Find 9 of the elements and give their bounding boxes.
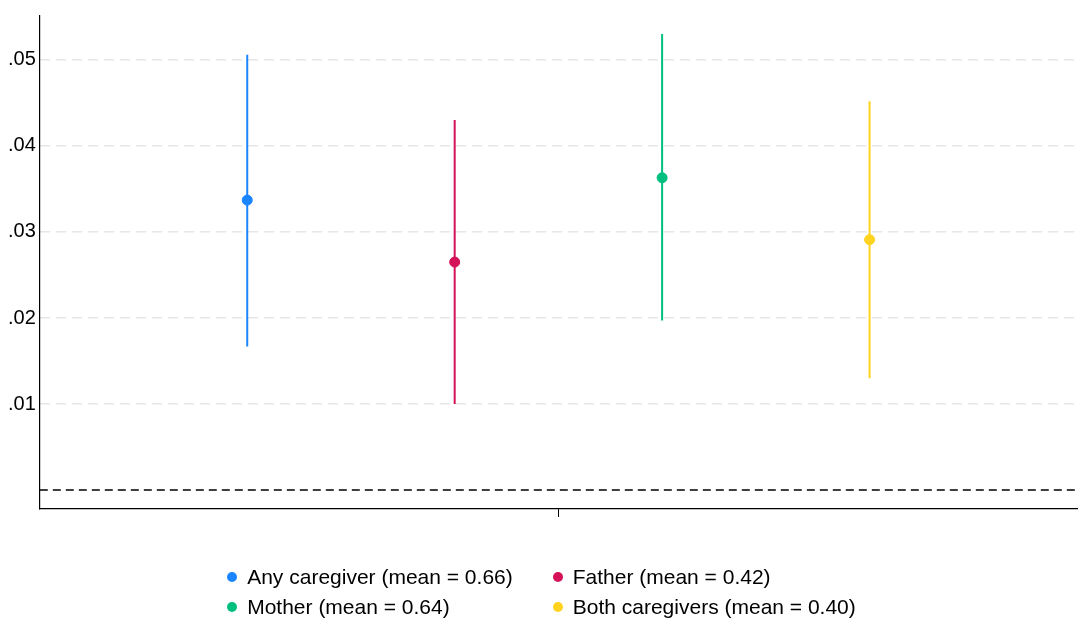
y-tick-label: .05 — [7, 47, 36, 70]
y-tick-label: .03 — [7, 219, 36, 242]
legend-label: Mother (mean = 0.64) — [247, 595, 450, 619]
legend-label: Any caregiver (mean = 0.66) — [247, 565, 513, 589]
legend-label: Father (mean = 0.42) — [572, 565, 771, 589]
y-tick-label: .02 — [7, 305, 36, 328]
legend-label: Both caregivers (mean = 0.40) — [572, 595, 856, 619]
y-tick-label: .04 — [7, 133, 36, 156]
y-tick-label: .01 — [7, 391, 36, 414]
